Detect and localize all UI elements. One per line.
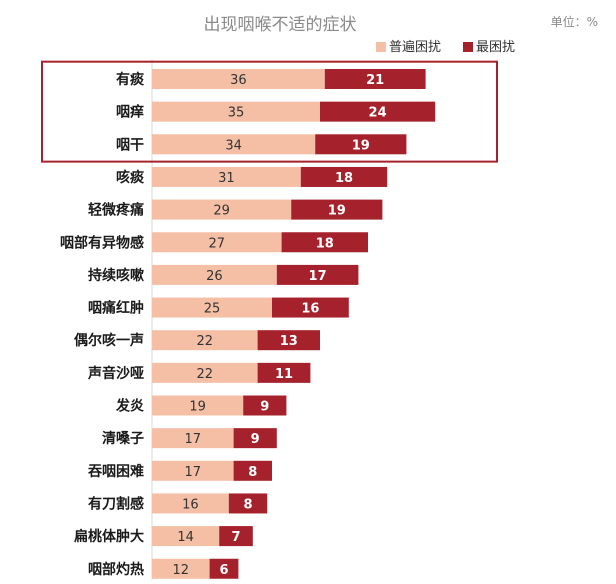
bar-most [257,362,311,383]
data-label-most: 18 [335,171,353,186]
legend-swatch [376,42,386,52]
data-label-common: 35 [228,106,245,121]
bar-common [152,166,301,187]
bar-most [324,69,426,89]
bar-most [228,493,268,514]
category-label: 有刀割感 [88,495,144,512]
legend: 普遍困扰 最困扰 [376,39,515,55]
data-label-common: 34 [225,138,242,153]
category-label: 发炎 [115,398,144,415]
data-label-common: 19 [189,400,206,415]
data-label-most: 24 [369,106,387,121]
bar-common [152,134,316,155]
data-label-most: 8 [248,465,257,480]
data-label-common: 12 [173,563,190,578]
data-label-most: 13 [280,334,298,349]
bar-most [233,428,277,449]
bar-common [152,460,234,481]
data-label-common: 31 [218,171,235,186]
bar-most [243,395,287,416]
bar-common [152,558,210,579]
bar-most [315,134,407,155]
category-label: 咳痰 [116,169,145,186]
data-label-common: 17 [185,465,202,480]
bar-common [152,232,282,253]
category-label: 轻微疼痛 [88,202,144,219]
legend-label: 普遍困扰 [389,39,441,55]
category-label: 持续咳嗽 [88,267,144,284]
data-label-most: 7 [231,530,240,545]
bar-common [152,395,244,416]
bar-common [152,69,325,89]
data-label-most: 18 [316,236,334,251]
data-label-most: 19 [328,204,346,219]
bar-common [152,428,234,449]
data-label-most: 9 [260,400,269,415]
bar-common [152,297,272,318]
data-label-most: 8 [243,497,252,512]
data-label-common: 27 [209,236,226,251]
category-label: 咽痛红肿 [88,300,144,317]
data-label-common: 29 [213,204,230,219]
legend-swatch [463,42,473,52]
data-label-common: 16 [182,497,199,512]
chart-title: 出现咽喉不适的症状 [204,15,357,35]
category-label: 咽部有异物感 [60,234,144,251]
bar-common [152,362,258,383]
bar-most [276,264,359,285]
bar-common [152,330,258,351]
data-label-most: 21 [366,73,384,88]
data-label-most: 19 [352,138,370,153]
category-label: 声音沙哑 [87,365,144,382]
bar-most [209,558,239,579]
bar-common [152,493,229,514]
data-label-most: 11 [275,367,293,382]
bar-most [320,101,436,122]
category-label: 咽干 [116,137,144,153]
bar-most [233,460,272,481]
category-label: 偶尔咳一声 [74,332,144,349]
data-label-common: 22 [197,367,214,382]
data-label-common: 26 [206,269,223,284]
bar-common [152,199,292,220]
data-label-most: 16 [301,302,319,317]
data-label-most: 6 [219,563,228,578]
data-label-common: 36 [230,73,247,88]
plot-area: 有痰 36 21 咽痒 35 24 咽干 34 19 咳痰 31 18 轻微疼痛 29 19 咽部有异物感 27… [41,60,498,580]
bar-most [291,199,383,220]
highlight-box [41,60,498,163]
data-label-common: 17 [185,432,202,447]
category-label: 咽部灼热 [88,561,144,578]
bar-most [219,526,253,547]
unit-label: 单位：% [551,14,598,29]
category-label: 扁桃体肿大 [74,528,144,545]
category-label: 清嗓子 [102,430,144,447]
legend-label: 最困扰 [476,40,515,55]
bar-most [257,330,320,351]
bar-most [272,297,349,318]
category-label: 吞咽困难 [88,463,144,480]
bar-common [152,526,220,547]
bar-most [281,232,368,253]
data-label-common: 22 [197,334,214,349]
bar-common [152,101,320,122]
data-label-common: 14 [177,530,194,545]
bar-common [152,264,277,285]
bar-most [300,166,388,187]
data-label-most: 9 [251,432,260,447]
category-label: 有痰 [116,71,145,88]
data-label-common: 25 [204,302,221,317]
data-label-most: 17 [309,269,327,284]
category-label: 咽痒 [116,104,144,121]
